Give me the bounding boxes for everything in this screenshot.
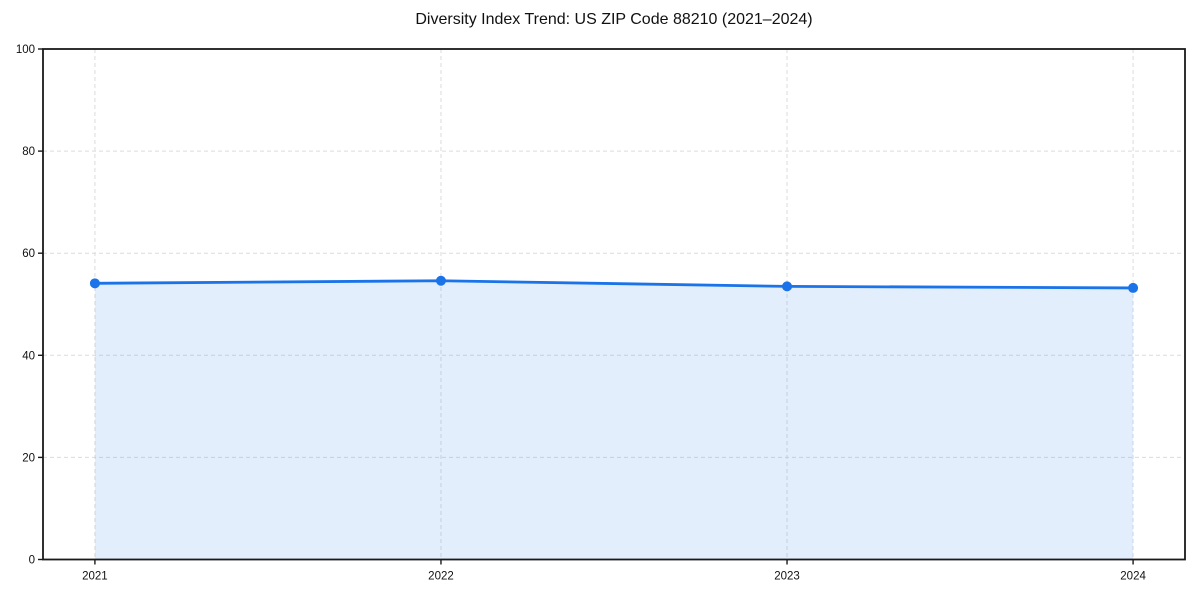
plot-frame [42, 48, 1186, 561]
x-tick-label: 2022 [428, 571, 454, 583]
y-tick-label: 0 [29, 555, 35, 567]
x-tick-label: 2023 [774, 571, 800, 583]
y-tick-label: 60 [22, 248, 35, 260]
y-tick-label: 80 [22, 146, 35, 158]
data-point-marker [435, 275, 446, 286]
y-tick-label: 40 [22, 350, 35, 362]
x-tick-label: 2024 [1120, 571, 1146, 583]
chart-title: Diversity Index Trend: US ZIP Code 88210… [415, 11, 813, 28]
y-tick-label: 20 [22, 452, 35, 464]
data-point-marker [1128, 282, 1139, 293]
series-line [93, 279, 1135, 290]
x-tick-label: 2021 [82, 571, 108, 583]
series-area-fill [94, 280, 1134, 560]
data-point-marker [782, 281, 793, 292]
y-tick-label: 100 [16, 44, 35, 56]
data-point-marker [89, 278, 100, 289]
